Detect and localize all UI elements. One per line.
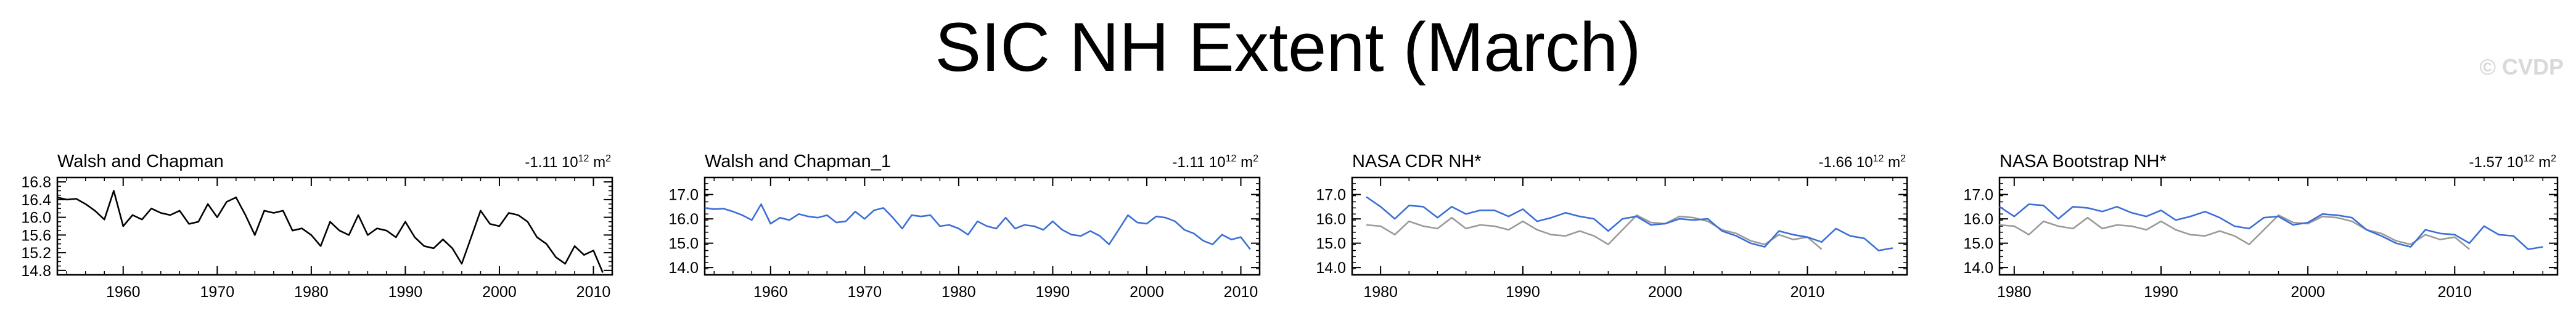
y-tick-label: 14.0 [1316, 259, 1346, 277]
plot-frame [1351, 176, 1908, 276]
y-tick-label: 16.0 [1963, 211, 1993, 228]
x-tick-label: 1980 [294, 283, 329, 301]
x-tick-label: 2010 [1224, 283, 1258, 301]
x-tick-label: 1990 [388, 283, 423, 301]
y-tick-label: 17.0 [1963, 187, 1993, 204]
plot-frame [1998, 176, 2559, 276]
x-tick-label: 1960 [753, 283, 788, 301]
x-tick-label: 1980 [1363, 283, 1398, 301]
figure-title: SIC NH Extent (March) [935, 9, 1641, 86]
x-tick-label: 2000 [1130, 283, 1164, 301]
chart-panel-2: Walsh and Chapman_1 -1.11 1012 m2 14.0 15.0… [668, 152, 1261, 301]
y-tick-label: 16.4 [21, 192, 51, 209]
x-tick-label: 1990 [1036, 283, 1070, 301]
series-line [57, 190, 604, 273]
y-tick-label: 16.8 [21, 174, 51, 191]
x-tick-label: 1990 [2144, 283, 2178, 301]
y-tick-label: 16.0 [668, 211, 699, 228]
reference-series-line [1366, 214, 1823, 250]
panel-title: NASA Bootstrap NH* [2000, 152, 2167, 171]
y-tick-label: 17.0 [668, 187, 699, 204]
y-tick-label: 15.6 [21, 227, 51, 244]
chart-panel-4: NASA Bootstrap NH* -1.57 1012 m2 14.0 15.0 1… [1963, 152, 2559, 301]
reference-series-line [1999, 214, 2470, 250]
x-tick-label: 1970 [200, 283, 235, 301]
y-tick-label: 15.2 [21, 245, 51, 262]
cvdp-watermark: © CVDP [2479, 54, 2564, 79]
x-tick-label: 2000 [482, 283, 517, 301]
y-tick-label: 15.0 [668, 235, 699, 253]
x-tick-label: 2010 [576, 283, 611, 301]
x-tick-label: 2000 [1648, 283, 1683, 301]
plot-frame [703, 176, 1261, 276]
x-tick-label: 1960 [106, 283, 141, 301]
y-tick-label: 17.0 [1316, 187, 1346, 204]
series-line [704, 203, 1251, 250]
panel-title: NASA CDR NH* [1352, 152, 1482, 171]
y-tick-label: 15.0 [1963, 235, 1993, 253]
trend-label: -1.57 1012 m2 [2469, 153, 2557, 171]
panel-title: Walsh and Chapman_1 [705, 152, 891, 171]
y-tick-label: 14.0 [1963, 259, 1993, 277]
trend-label: -1.11 1012 m2 [1172, 153, 1258, 171]
x-tick-label: 1980 [1997, 283, 2032, 301]
chart-panel-3: NASA CDR NH* -1.66 1012 m2 14.0 15.0 16.0 17.… [1316, 152, 1908, 301]
trend-label: -1.66 1012 m2 [1819, 153, 1906, 171]
y-tick-label: 15.0 [1316, 235, 1346, 253]
x-tick-label: 1990 [1506, 283, 1540, 301]
x-tick-label: 2010 [1790, 283, 1825, 301]
x-tick-label: 2010 [2437, 283, 2472, 301]
y-tick-label: 16.0 [21, 210, 51, 227]
series-line [1366, 196, 1893, 251]
series-line [1999, 203, 2543, 250]
y-tick-label: 14.0 [668, 259, 699, 277]
trend-label: -1.11 1012 m2 [525, 153, 611, 171]
y-tick-label: 16.0 [1316, 211, 1346, 228]
x-tick-label: 1980 [941, 283, 976, 301]
chart-panel-1: Walsh and Chapman -1.11 1012 m2 14.815.215… [21, 152, 613, 301]
panel-title: Walsh and Chapman [57, 152, 224, 171]
x-tick-label: 2000 [2291, 283, 2325, 301]
y-tick-label: 14.8 [21, 263, 51, 280]
x-tick-label: 1970 [848, 283, 882, 301]
